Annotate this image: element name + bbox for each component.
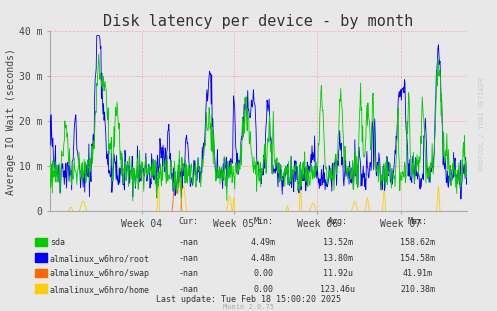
Text: RRDTOOL / TOBI OETIKER: RRDTOOL / TOBI OETIKER <box>479 78 485 171</box>
Text: almalinux_w6hro/root: almalinux_w6hro/root <box>50 254 150 262</box>
Text: Avg:: Avg: <box>328 217 348 226</box>
Text: 13.52m: 13.52m <box>323 238 353 247</box>
Text: sda: sda <box>50 238 65 247</box>
Text: almalinux_w6hro/swap: almalinux_w6hro/swap <box>50 269 150 278</box>
Title: Disk latency per device - by month: Disk latency per device - by month <box>103 14 414 29</box>
Y-axis label: Average IO Wait (seconds): Average IO Wait (seconds) <box>6 48 16 195</box>
Text: 0.00: 0.00 <box>253 285 273 294</box>
Text: -nan: -nan <box>179 285 199 294</box>
Text: 13.80m: 13.80m <box>323 254 353 262</box>
Text: 158.62m: 158.62m <box>400 238 435 247</box>
Text: 210.38m: 210.38m <box>400 285 435 294</box>
Text: almalinux_w6hro/home: almalinux_w6hro/home <box>50 285 150 294</box>
Text: 0.00: 0.00 <box>253 269 273 278</box>
Text: -nan: -nan <box>179 254 199 262</box>
Text: 4.49m: 4.49m <box>251 238 276 247</box>
Text: Munin 2.0.75: Munin 2.0.75 <box>223 304 274 310</box>
Text: Cur:: Cur: <box>179 217 199 226</box>
Text: 4.48m: 4.48m <box>251 254 276 262</box>
Text: -nan: -nan <box>179 269 199 278</box>
Text: 123.46u: 123.46u <box>321 285 355 294</box>
Text: 41.91m: 41.91m <box>403 269 432 278</box>
Text: Min:: Min: <box>253 217 273 226</box>
Text: 11.92u: 11.92u <box>323 269 353 278</box>
Text: 154.58m: 154.58m <box>400 254 435 262</box>
Text: Last update: Tue Feb 18 15:00:20 2025: Last update: Tue Feb 18 15:00:20 2025 <box>156 295 341 304</box>
Text: Max:: Max: <box>408 217 427 226</box>
Text: -nan: -nan <box>179 238 199 247</box>
